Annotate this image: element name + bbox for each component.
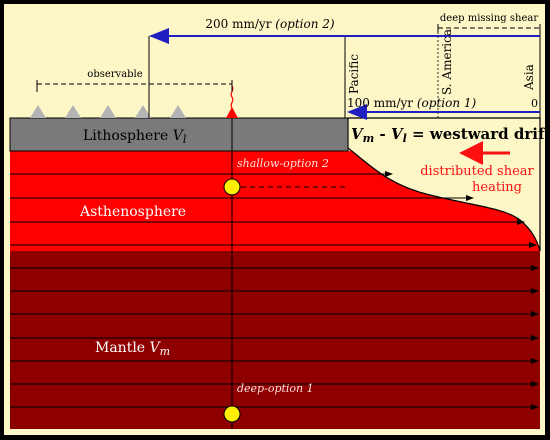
heating-label: heating (472, 180, 522, 195)
lithosphere-label: Lithosphere Vl (83, 128, 187, 146)
mountain-icons (30, 105, 186, 118)
observable-label: observable (87, 69, 142, 80)
drift-equation: Vm - Vl = westward drift (351, 125, 550, 145)
option1-velocity-label: 100 mm/yr (option 1) (347, 96, 477, 110)
option2-velocity-label: 200 mm/yr (option 2) (205, 17, 335, 31)
mantle-label: Mantle Vm (95, 340, 170, 358)
distributed-shear-label: distributed shear (420, 164, 534, 179)
deep-option-label: deep-option 1 (237, 382, 314, 395)
lithosphere-slab (9, 117, 349, 152)
asthenosphere-label: Asthenosphere (79, 204, 186, 220)
deep-missing-shear-label: deep missing shear (440, 13, 538, 24)
ridge-icon (226, 85, 238, 118)
pacific-label: Pacific (347, 54, 361, 94)
s-america-label: S. America (440, 29, 454, 95)
shallow-option-label: shallow-option 2 (237, 157, 329, 170)
deep-missing-shear-bracket (437, 24, 541, 32)
velocity-profile-curve (347, 117, 541, 252)
asia-label: Asia (522, 64, 536, 91)
shallow-marker (223, 178, 241, 196)
observable-bracket (36, 80, 233, 92)
flow-arrows (10, 171, 539, 410)
deep-marker (223, 405, 241, 423)
mantle-layer (10, 251, 540, 429)
zero-velocity-label: 0 (531, 97, 538, 110)
